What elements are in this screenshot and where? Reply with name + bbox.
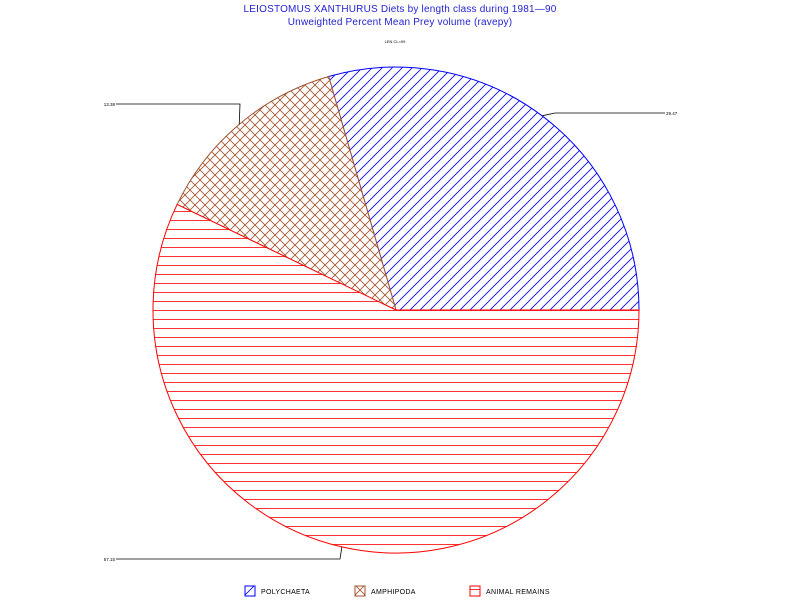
legend-label: POLYCHAETA [261,589,310,596]
slice-value-label: 57.15 [104,557,116,562]
legend-swatch [354,585,366,597]
slice-value-label: 13.38 [104,102,116,107]
pie-slices [152,66,640,554]
legend-swatch [469,585,481,597]
legend-swatch [244,585,256,597]
leader-line [116,103,241,125]
pie-slice-polychaeta [328,66,640,311]
chart-subtitle: Unweighted Percent Mean Prey volume (rav… [288,17,512,28]
pie-labels: 29.47 13.38 57.15 [104,102,678,562]
legend-label: AMPHIPODA [371,589,416,596]
slice-value-label: 29.47 [666,111,678,116]
subgroup-label: LEN CL=99 [385,39,407,44]
chart-title: LEIOSTOMUS XANTHURUS Diets by length cla… [243,4,556,15]
legend-label: ANIMAL REMAINS [486,589,550,596]
pie-slice-amphipoda [176,75,397,311]
leader-line [116,546,343,560]
legend: POLYCHAETA AMPHIPODA ANIMAL REMAINS [244,585,550,597]
leader-line [542,112,665,117]
